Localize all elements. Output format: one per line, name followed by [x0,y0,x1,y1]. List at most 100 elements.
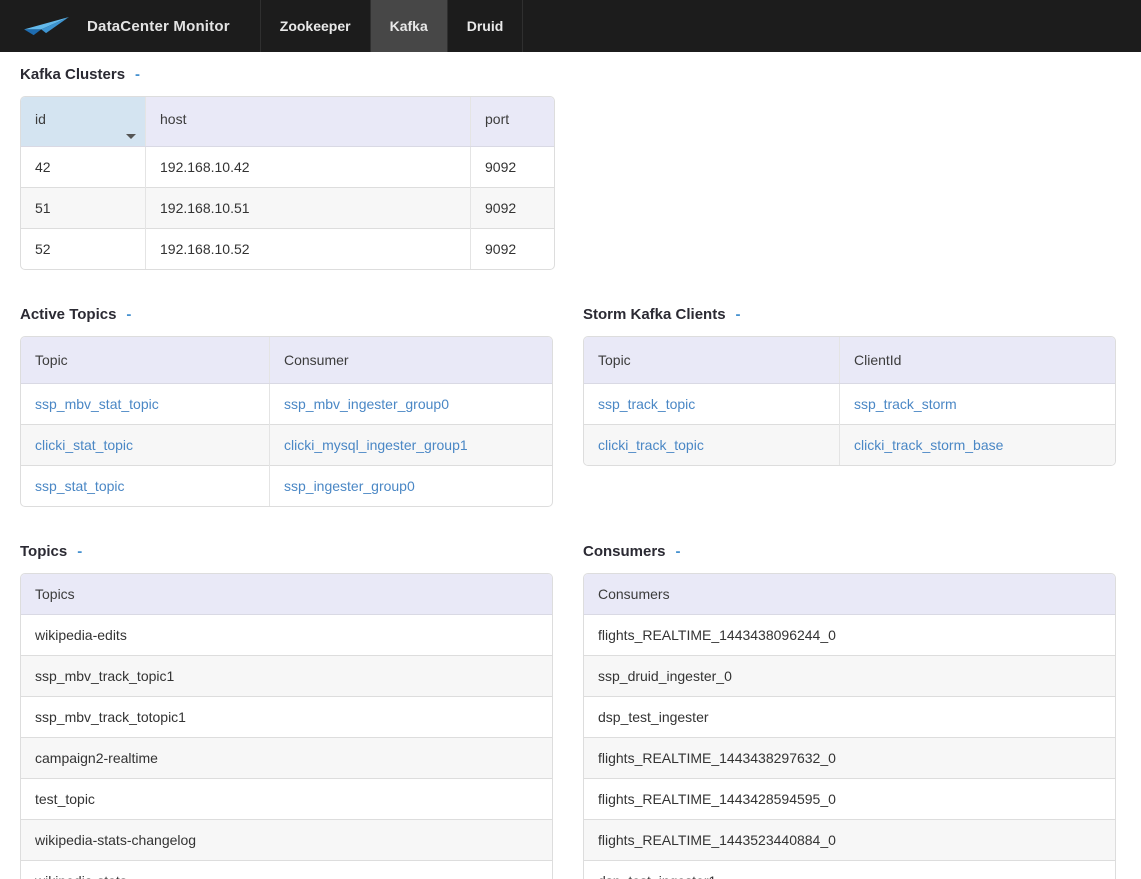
section-active-topics: Active Topics - Topic Consumer ssp_mbv_sta… [20,306,553,507]
table-row: flights_REALTIME_1443428594595_0 [584,778,1115,820]
table-row: flights_REALTIME_1443438297632_0 [584,737,1115,779]
column-header-host[interactable]: host [145,97,471,147]
nav-tab-kafka[interactable]: Kafka [369,0,447,52]
section-heading: Kafka Clusters - [20,66,1116,83]
table-cell: flights_REALTIME_1443523440884_0 [584,819,1115,861]
column-header-topics[interactable]: Topics [21,574,552,615]
table-cell: ssp_ingester_group0 [269,465,552,506]
cell-link-clicki-track-storm-base[interactable]: clicki_track_storm_base [854,437,1004,453]
table-cell: 42 [35,159,51,175]
table-row: 52 192.168.10.52 9092 [21,228,554,269]
collapse-toggle-icon[interactable]: - [675,543,681,560]
section-heading: Topics - [20,543,553,560]
section-heading: Storm Kafka Clients - [583,306,1116,323]
table-header-row: Consumers [584,574,1115,615]
section-title-topics: Topics [20,543,68,560]
column-header-topic[interactable]: Topic [584,337,840,384]
navbar: DataCenter Monitor Zookeeper Kafka Druid [0,0,1141,52]
active-topics-table: Topic Consumer ssp_mbv_stat_topic ssp_mbv_i… [20,336,553,507]
table-cell: clicki_stat_topic [21,424,270,466]
brand-logo-icon [24,16,70,37]
table-row: flights_REALTIME_1443438096244_0 [584,615,1115,656]
collapse-toggle-icon[interactable]: - [735,306,741,323]
table-cell: campaign2-realtime [21,737,552,779]
section-kafka-clusters: Kafka Clusters - id host port 42 192.168.10.… [20,66,1116,270]
table-cell: clicki_mysql_ingester_group1 [269,424,552,466]
table-cell: wikipedia-edits [35,627,127,643]
table-row: flights_REALTIME_1443523440884_0 [584,819,1115,861]
cell-link-ssp-mbv-stat-topic[interactable]: ssp_mbv_stat_topic [35,396,159,412]
section-title-consumers: Consumers [583,543,666,560]
cell-link-clicki-mysql-ingester-group1[interactable]: clicki_mysql_ingester_group1 [284,437,468,453]
collapse-toggle-icon[interactable]: - [126,306,132,323]
column-header-consumer[interactable]: Consumer [269,337,552,384]
table-row: ssp_druid_ingester_0 [584,655,1115,697]
cell-link-ssp-stat-topic[interactable]: ssp_stat_topic [35,478,125,494]
table-row: ssp_mbv_stat_topic ssp_mbv_ingester_group… [21,383,552,425]
table-cell: 51 [21,187,146,229]
table-row: clicki_stat_topic clicki_mysql_ingester_g… [21,424,552,466]
cell-link-ssp-mbv-ingester-group0[interactable]: ssp_mbv_ingester_group0 [284,396,449,412]
table-row: dsp_test_ingester1 [584,860,1115,879]
collapse-toggle-icon[interactable]: - [135,66,141,83]
table-cell: flights_REALTIME_1443438096244_0 [598,627,836,643]
column-header-topic[interactable]: Topic [21,337,270,384]
collapse-toggle-icon[interactable]: - [77,543,83,560]
table-row: ssp_track_topic ssp_track_storm [584,383,1115,425]
column-header-clientid[interactable]: ClientId [839,337,1115,384]
table-cell: ssp_stat_topic [21,465,270,506]
table-row: clicki_track_topic clicki_track_storm_bas… [584,424,1115,465]
table-row: 51 192.168.10.51 9092 [21,187,554,229]
table-cell: ssp_mbv_track_totopic1 [21,696,552,738]
nav-tab-zookeeper[interactable]: Zookeeper [259,0,370,52]
cell-link-ssp-ingester-group0[interactable]: ssp_ingester_group0 [284,478,415,494]
cell-link-clicki-track-topic[interactable]: clicki_track_topic [598,437,704,453]
table-cell: 9092 [470,187,554,229]
table-header-row: Topic ClientId [584,337,1115,384]
table-row: ssp_mbv_track_topic1 [21,655,552,697]
topics-table: Topics wikipedia-edits ssp_mbv_track_topic… [20,573,553,879]
table-row: wikipedia-stats-changelog [21,819,552,861]
cell-link-ssp-track-storm[interactable]: ssp_track_storm [854,396,957,412]
table-cell: wikipedia-stats-changelog [21,819,552,861]
section-topics: Topics - Topics wikipedia-edits ssp_mbv_tr… [20,543,553,879]
section-heading: Consumers - [583,543,1116,560]
table-cell: 192.168.10.52 [145,228,471,269]
cell-link-ssp-track-topic[interactable]: ssp_track_topic [598,396,696,412]
table-cell: 192.168.10.42 [145,146,471,188]
column-header-port[interactable]: port [470,97,554,147]
table-row: test_topic [21,778,552,820]
table-cell: ssp_track_storm [839,383,1115,425]
section-consumers: Consumers - Consumers flights_REALTIME_14… [583,543,1116,879]
table-header-row: id host port [21,97,554,147]
column-header-consumers[interactable]: Consumers [584,574,1115,615]
brand-title: DataCenter Monitor [87,17,230,35]
brand[interactable]: DataCenter Monitor [0,0,260,52]
table-row: campaign2-realtime [21,737,552,779]
table-cell: 9092 [470,146,554,188]
table-cell: ssp_mbv_track_topic1 [21,655,552,697]
section-storm-kafka-clients: Storm Kafka Clients - Topic ClientId ssp_t… [583,306,1116,507]
table-row: wikipedia-edits [21,615,552,656]
table-row: ssp_stat_topic ssp_ingester_group0 [21,465,552,506]
table-row: 42 192.168.10.42 9092 [21,146,554,188]
table-cell: clicki_track_topic [584,424,840,465]
table-cell: wikipedia-stats [21,860,552,879]
nav-tab-druid[interactable]: Druid [446,0,524,52]
section-row-topics-clients: Active Topics - Topic Consumer ssp_mbv_sta… [20,306,1116,507]
table-cell: ssp_track_topic [584,384,840,425]
storm-kafka-clients-table: Topic ClientId ssp_track_topic ssp_track_st… [583,336,1116,466]
section-title-active-topics: Active Topics [20,306,117,323]
table-cell: clicki_track_storm_base [839,424,1115,465]
table-cell: dsp_test_ingester1 [584,860,1115,879]
table-row: wikipedia-stats [21,860,552,879]
section-title-kafka-clusters: Kafka Clusters [20,66,126,83]
cell-link-clicki-stat-topic[interactable]: clicki_stat_topic [35,437,134,453]
column-header-id[interactable]: id [21,97,146,147]
section-heading: Active Topics - [20,306,553,323]
section-row-topics-consumers: Topics - Topics wikipedia-edits ssp_mbv_tr… [20,543,1116,879]
table-cell: flights_REALTIME_1443438297632_0 [584,737,1115,779]
section-title-storm-kafka-clients: Storm Kafka Clients [583,306,726,323]
table-cell: ssp_mbv_stat_topic [21,384,270,425]
table-cell: ssp_druid_ingester_0 [584,655,1115,697]
